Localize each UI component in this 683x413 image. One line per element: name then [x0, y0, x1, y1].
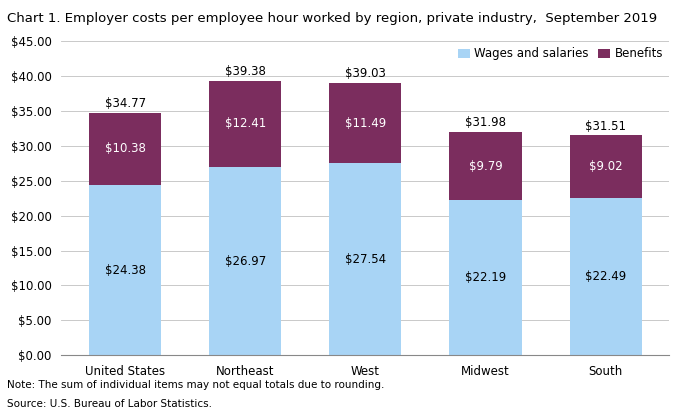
Bar: [570, 135, 642, 198]
Bar: [209, 167, 281, 355]
Text: $26.97: $26.97: [225, 255, 266, 268]
Text: $39.03: $39.03: [345, 67, 386, 80]
Text: $24.38: $24.38: [104, 263, 145, 277]
Bar: [449, 132, 522, 200]
Text: Note: The sum of individual items may not equal totals due to rounding.: Note: The sum of individual items may no…: [7, 380, 385, 390]
Text: Source: U.S. Bureau of Labor Statistics.: Source: U.S. Bureau of Labor Statistics.: [7, 399, 212, 409]
Text: $34.77: $34.77: [104, 97, 145, 110]
Bar: [329, 83, 402, 163]
Text: $9.79: $9.79: [469, 160, 503, 173]
Bar: [89, 185, 161, 355]
Text: $12.41: $12.41: [225, 117, 266, 130]
Text: Chart 1. Employer costs per employee hour worked by region, private industry,  S: Chart 1. Employer costs per employee hou…: [7, 12, 657, 25]
Bar: [209, 81, 281, 167]
Text: $22.19: $22.19: [465, 271, 506, 284]
Text: $39.38: $39.38: [225, 65, 266, 78]
Text: $9.02: $9.02: [589, 160, 622, 173]
Text: $31.51: $31.51: [585, 120, 626, 133]
Bar: [570, 198, 642, 355]
Bar: [329, 163, 402, 355]
Text: $22.49: $22.49: [585, 270, 626, 283]
Text: $27.54: $27.54: [345, 253, 386, 266]
Text: $11.49: $11.49: [345, 116, 386, 130]
Text: $10.38: $10.38: [104, 142, 145, 155]
Bar: [449, 200, 522, 355]
Legend: Wages and salaries, Benefits: Wages and salaries, Benefits: [458, 47, 663, 60]
Bar: [89, 113, 161, 185]
Text: $31.98: $31.98: [465, 116, 506, 129]
